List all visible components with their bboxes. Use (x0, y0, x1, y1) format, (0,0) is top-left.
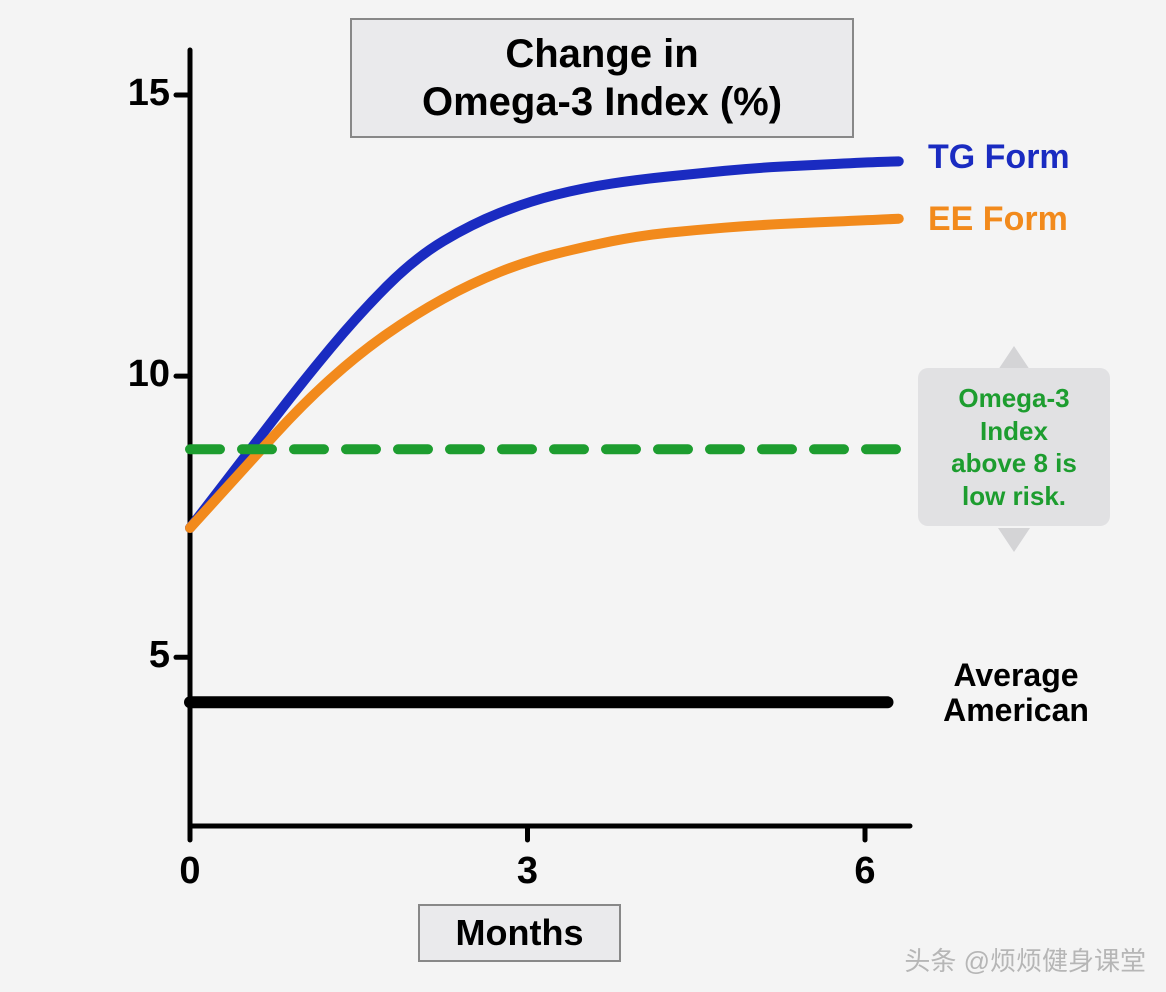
callout-arrow-down-icon (998, 528, 1030, 552)
callout-arrow-up-icon (998, 346, 1030, 370)
xtick-3: 3 (508, 850, 548, 893)
callout-line1: Omega-3 (958, 383, 1069, 413)
x-axis-label-box: Months (418, 904, 622, 962)
callout-line4: low risk. (962, 481, 1066, 511)
avg-line1: Average (953, 657, 1078, 693)
ee-form-label: EE Form (928, 201, 1068, 238)
threshold-callout: Omega-3 Index above 8 is low risk. (918, 368, 1110, 526)
ytick-5: 5 (100, 634, 170, 677)
avg-line2: American (943, 692, 1089, 728)
callout-line2: Index (980, 416, 1048, 446)
average-american-label: Average American (916, 658, 1116, 728)
callout-line3: above 8 is (951, 448, 1077, 478)
xtick-0: 0 (170, 850, 210, 893)
ytick-15: 15 (100, 72, 170, 115)
tg-form-label: TG Form (928, 139, 1070, 176)
watermark-text: 头条 @烦烦健身课堂 (904, 941, 1146, 978)
xtick-6: 6 (845, 850, 885, 893)
x-axis-label: Months (456, 912, 584, 953)
ytick-10: 10 (100, 353, 170, 396)
